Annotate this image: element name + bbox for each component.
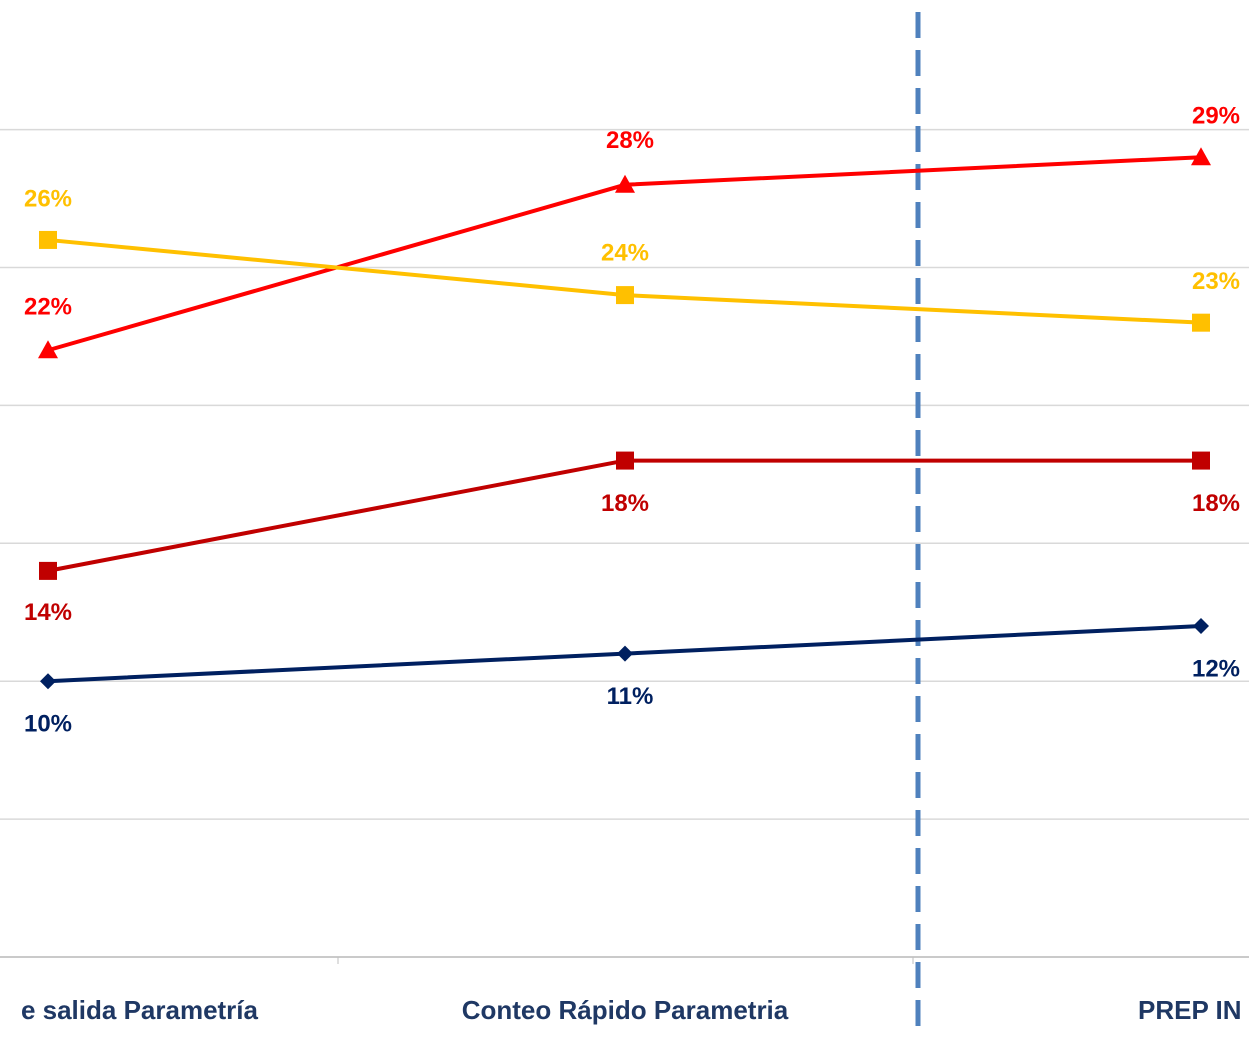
x-tick-label: e salida Parametría: [21, 995, 259, 1025]
data-label: 26%: [24, 185, 72, 212]
data-label: 18%: [1192, 490, 1240, 517]
data-label: 24%: [601, 239, 649, 266]
marker: [38, 340, 58, 359]
data-label: 29%: [1192, 103, 1240, 130]
x-tick-label: Conteo Rápido Parametria: [462, 995, 789, 1025]
data-label: 28%: [606, 127, 654, 154]
marker: [1192, 313, 1210, 332]
marker: [615, 174, 635, 193]
marker: [40, 673, 56, 690]
plot: 22% 28% 29% 26% 24% 23% 14% 18% 18% 10% 11% 12%: [24, 103, 1240, 738]
data-label: 18%: [601, 490, 649, 517]
data-label: 23%: [1192, 268, 1240, 295]
grid: [0, 128, 1249, 958]
marker: [1191, 147, 1211, 166]
x-tick-label: PREP IN: [1138, 995, 1242, 1025]
marker: [39, 230, 57, 249]
marker: [1192, 451, 1210, 470]
marker: [616, 286, 634, 305]
marker: [39, 561, 57, 580]
data-label: 10%: [24, 711, 72, 738]
marker: [1193, 618, 1209, 635]
data-label: 22%: [24, 294, 72, 321]
marker: [616, 451, 634, 470]
data-label: 12%: [1192, 655, 1240, 682]
marker: [617, 645, 633, 662]
data-label: 11%: [607, 683, 654, 710]
data-label: 14%: [24, 599, 72, 626]
